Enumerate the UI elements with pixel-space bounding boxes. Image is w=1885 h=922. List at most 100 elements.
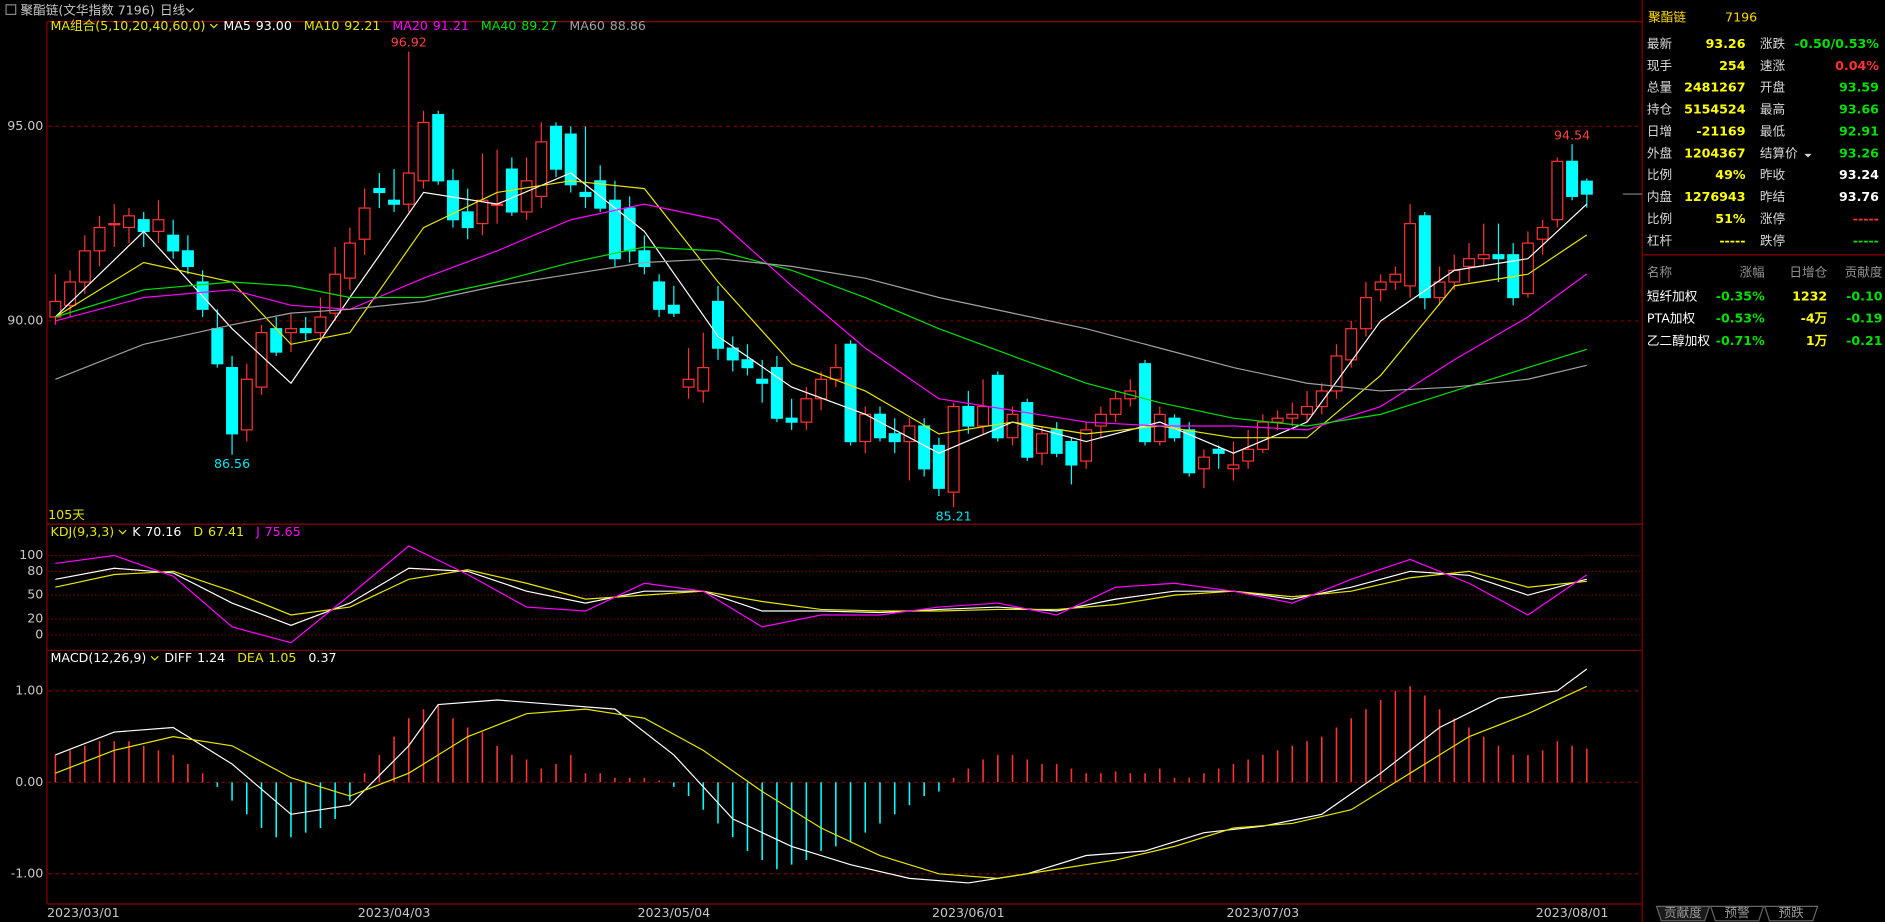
- quote-label: 跌停: [1760, 233, 1785, 248]
- quote-value: 2481267: [1684, 80, 1745, 95]
- candle-body: [1389, 273, 1402, 283]
- quote-value: -----: [1853, 211, 1879, 226]
- component-cell: 1万: [1806, 333, 1828, 348]
- quote-value: -----: [1719, 233, 1745, 248]
- component-cell: -0.35%: [1716, 288, 1765, 303]
- indicator-line: [55, 569, 1587, 616]
- quote-label: 最新: [1647, 36, 1673, 51]
- indicator-line: [55, 246, 1587, 427]
- candle-body: [93, 226, 106, 252]
- quote-label: 结算价: [1760, 145, 1798, 160]
- quote-value: 93.59: [1839, 80, 1879, 95]
- candle-body: [314, 316, 327, 334]
- candle-body: [1374, 281, 1387, 291]
- tab-shape: [1655, 905, 1711, 922]
- candle-body: [1109, 398, 1122, 415]
- legend-entry: 93.00: [256, 18, 292, 33]
- candle-body: [653, 281, 666, 310]
- component-cell[interactable]: PTA加权: [1647, 311, 1696, 326]
- quote-code: 7196: [1725, 10, 1757, 25]
- candle-body: [1227, 464, 1240, 470]
- component-header: 日增仓: [1789, 264, 1827, 279]
- candle-body: [829, 367, 842, 380]
- quote-value: 1276943: [1684, 189, 1745, 204]
- quote-label: 最低: [1760, 123, 1786, 138]
- quote-value: -----: [1853, 233, 1879, 248]
- candle-body: [1463, 258, 1476, 268]
- legend-entry: 1.05: [268, 650, 296, 665]
- legend-entry: DIFF: [164, 650, 192, 665]
- candle-body: [550, 125, 563, 170]
- legend-entry: J: [255, 524, 260, 539]
- quote-value: 92.91: [1839, 123, 1879, 138]
- candle-body: [564, 133, 577, 186]
- candle-body: [977, 405, 990, 427]
- day-count: 105天: [48, 507, 85, 522]
- candle-body: [608, 199, 621, 260]
- quote-label: 比例: [1647, 211, 1672, 226]
- y-tick-label: 0.00: [15, 774, 43, 789]
- component-header: 涨幅: [1739, 264, 1764, 279]
- quote-value: 93.26: [1706, 36, 1746, 51]
- candle-body: [873, 413, 887, 439]
- y-tick-label: -1.00: [11, 865, 44, 880]
- quote-label: 速涨: [1760, 58, 1786, 73]
- component-cell: 1232: [1792, 288, 1827, 303]
- quote-label: 杠杆: [1647, 233, 1673, 248]
- instrument-title[interactable]: 聚酯链(文华指数 7196): [21, 2, 155, 17]
- tab-label[interactable]: 贡献度: [1664, 905, 1702, 920]
- candle-body: [1153, 413, 1166, 443]
- candle-body: [1448, 269, 1461, 283]
- quote-panel: 聚酯链 7196 最新 93.26 涨跌 -0.50/0.53% 现手 254 速涨 0.04…: [1647, 10, 1883, 348]
- candle-body: [1035, 433, 1048, 454]
- legend-entry: MACD(12,26,9): [51, 650, 147, 665]
- y-tick-label: 1.00: [15, 682, 43, 697]
- tab-shape: [1763, 905, 1819, 922]
- quote-name: 聚酯链: [1648, 10, 1686, 25]
- legend-entry: D: [193, 524, 203, 539]
- candle-body: [697, 367, 710, 392]
- candle-body: [962, 405, 975, 427]
- legend-entry: 75.65: [265, 524, 301, 539]
- legend-entry: 91.21: [433, 18, 469, 33]
- candle-body: [152, 219, 165, 233]
- candle-body: [240, 378, 253, 431]
- quote-label: 日增: [1647, 123, 1672, 138]
- component-cell[interactable]: 短纤加权: [1647, 288, 1698, 303]
- quote-label: 总量: [1647, 80, 1673, 95]
- quote-label: 内盘: [1647, 189, 1673, 204]
- quote-value: 93.24: [1839, 167, 1879, 182]
- candle-body: [991, 374, 1004, 439]
- period-selector[interactable]: 日线: [160, 2, 186, 17]
- component-header: 名称: [1647, 264, 1673, 279]
- indicator-line: [55, 203, 1588, 431]
- legend-entry: 88.86: [610, 18, 646, 33]
- quote-label: 外盘: [1647, 145, 1673, 160]
- candle-body: [284, 328, 297, 334]
- tab-label[interactable]: 预警: [1724, 905, 1750, 920]
- frame: [46, 0, 1885, 922]
- indicator-line: [55, 685, 1588, 879]
- quote-label: 涨停: [1760, 211, 1785, 226]
- quote-label: 最高: [1760, 102, 1785, 117]
- component-cell: -0.21: [1846, 333, 1882, 348]
- component-cell: -0.53%: [1716, 311, 1765, 326]
- tab-label[interactable]: 预跌: [1779, 905, 1805, 920]
- quote-value: -21169: [1696, 123, 1745, 138]
- candle-body: [815, 378, 828, 400]
- candle-body: [1094, 413, 1107, 427]
- candle-body: [446, 180, 459, 221]
- candle-body: [932, 444, 945, 489]
- candle-body: [358, 207, 371, 240]
- quote-label: 持仓: [1647, 102, 1673, 117]
- candle-body: [770, 367, 783, 419]
- component-cell[interactable]: 乙二醇加权: [1647, 333, 1710, 348]
- candle-body: [1418, 215, 1431, 299]
- quote-value: 1204367: [1684, 145, 1745, 160]
- top-bar: 聚酯链(文华指数 7196) 日线: [5, 2, 195, 17]
- quote-value: 254: [1719, 58, 1746, 73]
- candle-body: [844, 343, 857, 443]
- candle-body: [181, 250, 194, 268]
- legend-entry: MA组合(5,10,20,40,60,0): [51, 18, 206, 33]
